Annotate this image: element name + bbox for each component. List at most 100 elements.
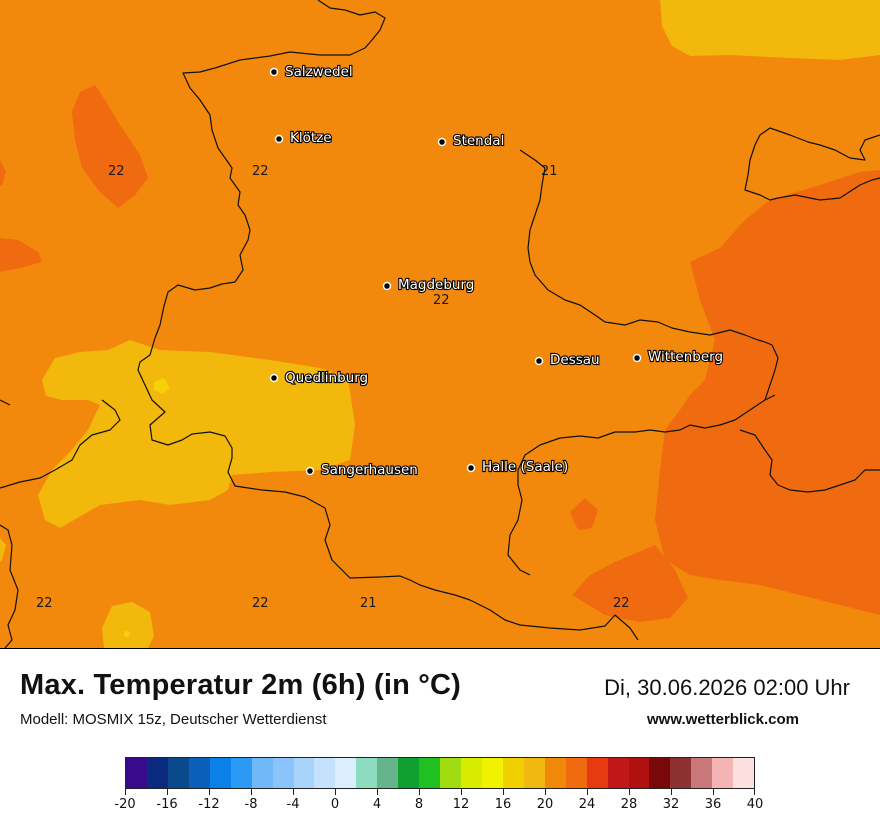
- temp-zone-warm-edge: [0, 160, 6, 186]
- legend-tick-label: -20: [114, 797, 136, 812]
- legend-tick-label: 16: [494, 797, 512, 812]
- city-magdeburg: Magdeburg: [382, 276, 475, 294]
- city-label: Dessau: [550, 352, 600, 368]
- temp-spot: [124, 631, 130, 637]
- legend-color-segment: [440, 758, 461, 788]
- legend-tick-label: -8: [244, 797, 258, 812]
- map-title: Max. Temperatur 2m (6h) (in °C): [20, 669, 462, 701]
- legend-tick-label: 8: [414, 797, 424, 812]
- legend-tick-label: -16: [156, 797, 178, 812]
- temperature-map: 22 22 21 22 22 22 21 22 Salzwedel Klötze…: [0, 0, 880, 649]
- legend-color-segment: [209, 758, 231, 788]
- state-borders: [0, 0, 880, 648]
- legend-color-segment: [293, 758, 315, 788]
- isoline-label: 22: [252, 164, 269, 179]
- legend-color-segment: [251, 758, 273, 788]
- legend-color-segment: [586, 758, 608, 788]
- legend-color-segment: [649, 758, 671, 788]
- footer: Max. Temperatur 2m (6h) (in °C) Modell: …: [0, 649, 880, 830]
- legend-color-segment: [314, 758, 336, 788]
- color-legend-ticks: -20 -16 -12 -8 -4 0 4 8 12 16 20 24 28 32 36 40: [114, 789, 763, 819]
- city-label: Quedlinburg: [285, 370, 368, 386]
- isoline-label: 21: [360, 596, 377, 611]
- legend-tick: [754, 789, 755, 795]
- temp-zone-warm-small: [570, 498, 598, 530]
- city-label: Klötze: [290, 130, 332, 146]
- legend-tick: [503, 789, 504, 795]
- legend-color-segment: [272, 758, 294, 788]
- legend-color-segment: [377, 758, 399, 788]
- legend-color-segment: [481, 758, 503, 788]
- isoline-label: 22: [108, 164, 125, 179]
- legend-color-segment: [670, 758, 692, 788]
- city-label: Halle (Saale): [482, 459, 568, 475]
- city-quedlinburg: Quedlinburg: [269, 369, 369, 387]
- legend-color-segment: [691, 758, 713, 788]
- isoline-label: 22: [36, 596, 53, 611]
- temp-zone-cool-northeast: [660, 0, 880, 60]
- city-stendal: Stendal: [437, 132, 505, 150]
- legend-color-segment: [565, 758, 587, 788]
- city-marker: [274, 134, 284, 144]
- city-halle: Halle (Saale): [466, 458, 569, 476]
- legend-color-segment: [544, 758, 566, 788]
- legend-color-segment: [335, 758, 357, 788]
- legend-tick-label: 40: [746, 797, 764, 812]
- legend-color-segment: [356, 758, 378, 788]
- legend-color-segment: [523, 758, 545, 788]
- city-marker: [534, 356, 544, 366]
- valid-datetime: Di, 30.06.2026 02:00 Uhr: [604, 675, 850, 700]
- city-sangerhausen: Sangerhausen: [305, 461, 419, 479]
- isoline-label: 22: [433, 293, 450, 308]
- legend-tick-label: 32: [662, 797, 680, 812]
- legend-tick-label: 4: [372, 797, 382, 812]
- temp-zone-cool-edge: [0, 538, 6, 562]
- city-label: Wittenberg: [648, 349, 723, 365]
- legend-tick-label: -12: [198, 797, 220, 812]
- legend-color-segment: [188, 758, 210, 788]
- legend-tick: [545, 789, 546, 795]
- legend-color-segment: [419, 758, 441, 788]
- legend-color-segment: [502, 758, 524, 788]
- temp-zone-warm-west: [72, 85, 148, 208]
- legend-color-segment: [461, 758, 482, 788]
- isoline-label: 22: [252, 596, 269, 611]
- legend-tick: [629, 789, 630, 795]
- city-kloetze: Klötze: [274, 129, 333, 147]
- city-label: Magdeburg: [398, 277, 474, 293]
- website-link[interactable]: www.wetterblick.com: [647, 711, 799, 728]
- legend-color-segment: [398, 758, 420, 788]
- legend-tick: [335, 789, 336, 795]
- city-dessau: Dessau: [534, 351, 601, 369]
- temp-zone-cool-spot: [154, 378, 170, 394]
- legend-color-segment: [230, 758, 252, 788]
- legend-tick: [167, 789, 168, 795]
- legend-tick-label: 36: [704, 797, 722, 812]
- temp-zone-warm-south: [572, 545, 688, 622]
- color-legend-bar: [125, 757, 755, 789]
- legend-tick-label: 12: [452, 797, 470, 812]
- legend-tick: [419, 789, 420, 795]
- legend-color-segment: [712, 758, 734, 788]
- legend-tick: [125, 789, 126, 795]
- city-markers: Salzwedel Klötze Stendal Magdeburg Dessa…: [269, 63, 724, 479]
- legend-color-segment: [607, 758, 629, 788]
- legend-color-segment: [146, 758, 168, 788]
- isoline-labels: 22 22 21 22 22 22 21 22: [36, 164, 630, 611]
- city-marker: [437, 137, 447, 147]
- legend-tick: [461, 789, 462, 795]
- temp-zone-warm-left-edge: [0, 238, 42, 272]
- isoline-label: 22: [613, 596, 630, 611]
- legend-tick-label: 24: [578, 797, 596, 812]
- legend-color-segment: [628, 758, 650, 788]
- legend-tick-label: 0: [330, 797, 340, 812]
- legend-tick: [671, 789, 672, 795]
- city-wittenberg: Wittenberg: [632, 348, 724, 366]
- city-label: Stendal: [453, 133, 504, 149]
- isoline-label: 21: [541, 164, 558, 179]
- legend-tick: [293, 789, 294, 795]
- city-label: Salzwedel: [285, 64, 353, 80]
- temp-zone-cool-south: [102, 602, 154, 648]
- legend-tick: [209, 789, 210, 795]
- city-salzwedel: Salzwedel: [269, 63, 354, 81]
